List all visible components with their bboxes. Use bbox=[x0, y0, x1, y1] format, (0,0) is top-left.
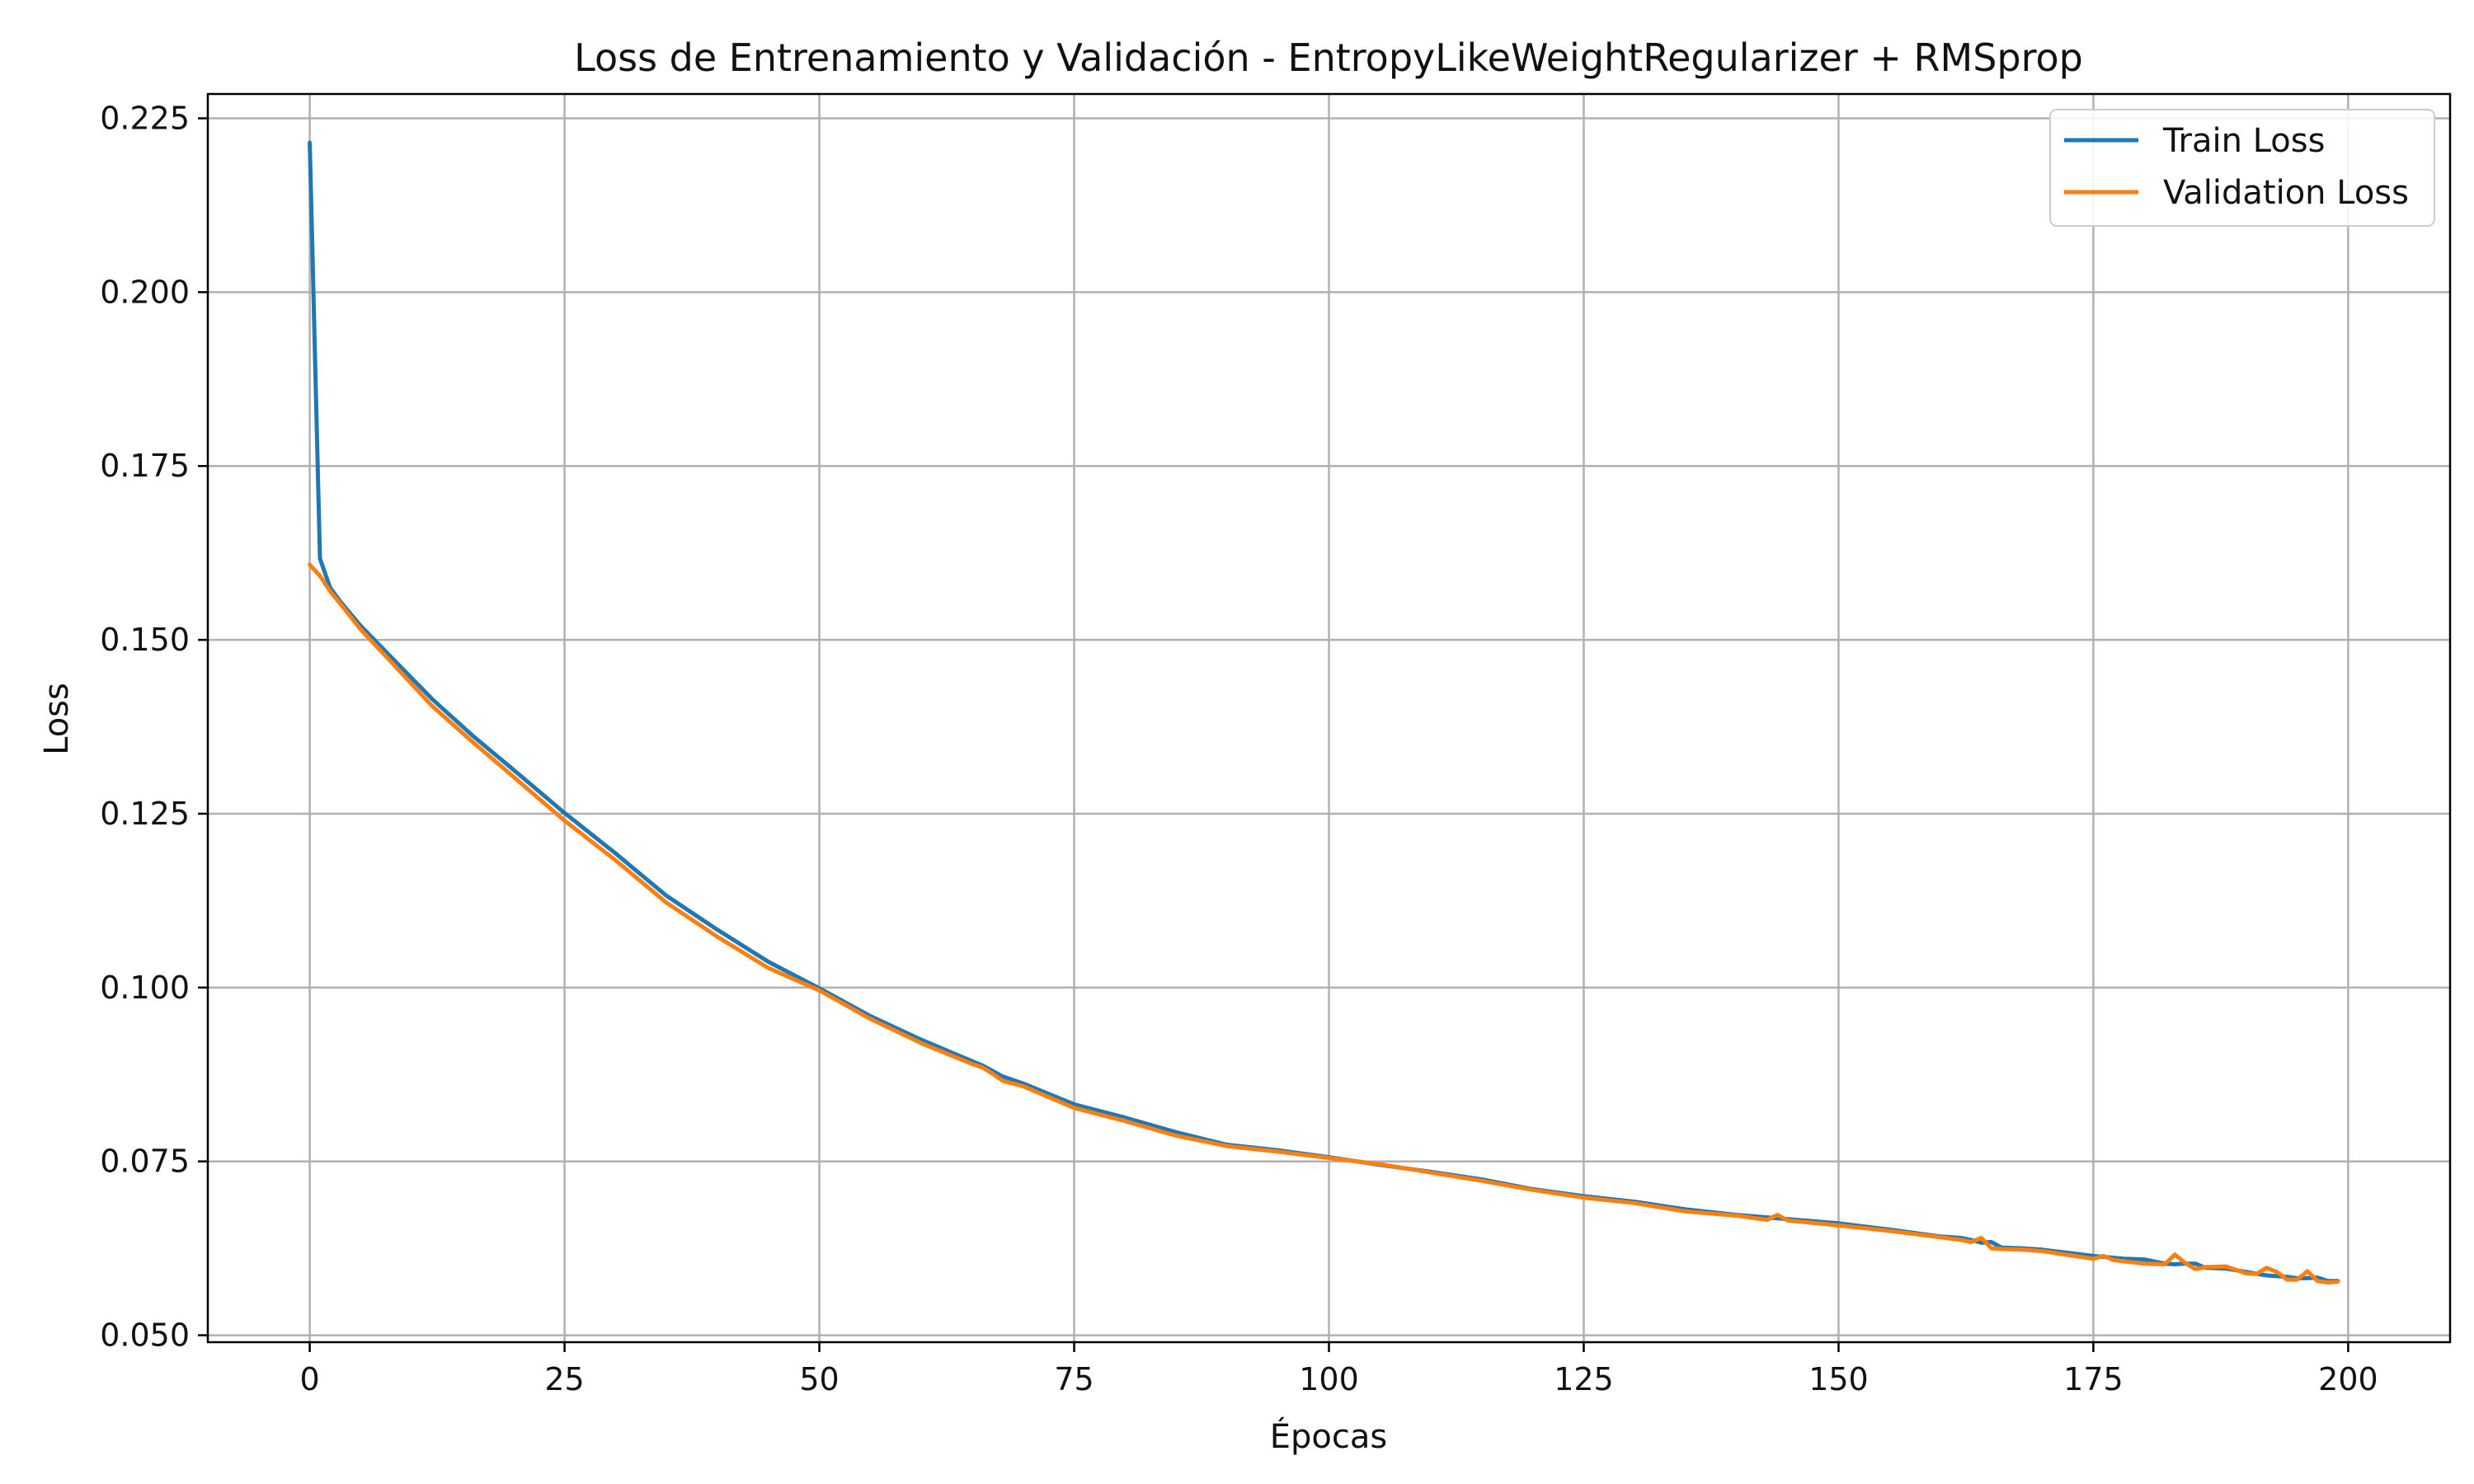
legend-label-validation-loss: Validation Loss bbox=[2163, 174, 2409, 212]
legend-label-train-loss: Train Loss bbox=[2162, 122, 2325, 160]
x-tick-label: 150 bbox=[1808, 1361, 1869, 1397]
y-axis-label: Loss bbox=[38, 683, 76, 755]
y-tick-label: 0.125 bbox=[100, 796, 190, 832]
x-tick-label: 175 bbox=[2063, 1361, 2124, 1397]
x-tick-label: 100 bbox=[1299, 1361, 1359, 1397]
x-axis-label: Épocas bbox=[1270, 1416, 1387, 1456]
y-tick-label: 0.225 bbox=[100, 101, 190, 137]
x-tick-label: 25 bbox=[544, 1361, 584, 1397]
x-tick-label: 200 bbox=[2318, 1361, 2378, 1397]
x-tick-label: 125 bbox=[1554, 1361, 1614, 1397]
x-tick-label: 0 bbox=[299, 1361, 319, 1397]
series-line-validation-loss bbox=[308, 562, 2340, 1284]
y-tick-label: 0.050 bbox=[100, 1317, 190, 1354]
x-tick-label: 75 bbox=[1054, 1361, 1094, 1397]
y-tick-label: 0.100 bbox=[100, 970, 190, 1006]
y-tick-label: 0.150 bbox=[100, 622, 190, 658]
x-tick-label: 50 bbox=[799, 1361, 839, 1397]
legend: Train Loss Validation Loss bbox=[2049, 109, 2435, 227]
series-lines bbox=[308, 140, 2340, 1284]
x-axis-ticks: 0 25 50 75 100 125 150 175 200 bbox=[299, 1342, 2378, 1397]
y-tick-label: 0.075 bbox=[100, 1144, 190, 1180]
y-tick-label: 0.175 bbox=[100, 448, 190, 484]
grid-lines bbox=[208, 94, 2450, 1342]
y-tick-label: 0.200 bbox=[100, 274, 190, 310]
chart-title: Loss de Entrenamiento y Validación - Ent… bbox=[574, 35, 2083, 80]
legend-box bbox=[2049, 109, 2435, 227]
y-axis-ticks: 0.050 0.075 0.100 0.125 0.150 0.175 0.200 0.225 bbox=[100, 101, 208, 1354]
